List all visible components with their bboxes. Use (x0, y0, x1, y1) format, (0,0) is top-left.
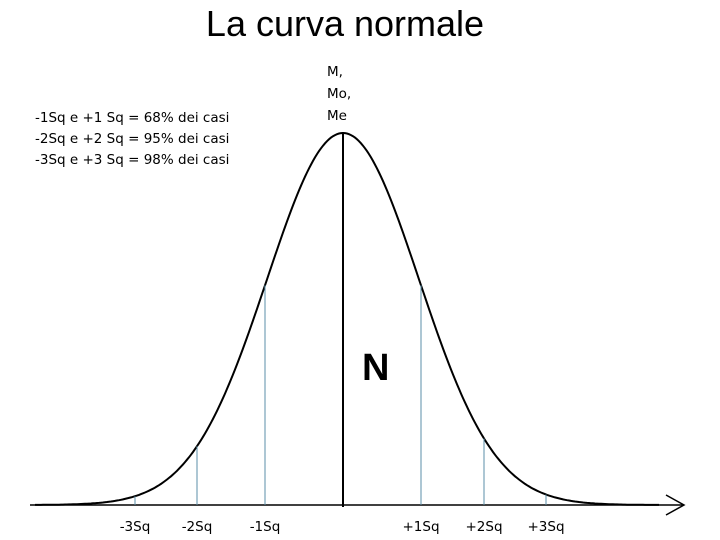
center-label: M, (327, 64, 343, 80)
axis-label: -1Sq (250, 519, 281, 535)
center-label: Mo, (327, 86, 351, 102)
axis-arrow (665, 494, 686, 516)
region-label: N (362, 347, 389, 389)
title: La curva normale (206, 3, 484, 44)
axis-label: +3Sq (527, 519, 564, 535)
note: -2Sq e +2 Sq = 95% dei casi (35, 131, 229, 147)
axis-label: -2Sq (182, 519, 213, 535)
axis-label: +1Sq (402, 519, 439, 535)
axis-label: +2Sq (465, 519, 502, 535)
note: -1Sq e +1 Sq = 68% dei casi (35, 110, 229, 126)
normal-curve (35, 131, 659, 506)
note: -3Sq e +3 Sq = 98% dei casi (35, 152, 229, 168)
center-label: Me (327, 108, 347, 124)
axis-label: -3Sq (120, 519, 151, 535)
